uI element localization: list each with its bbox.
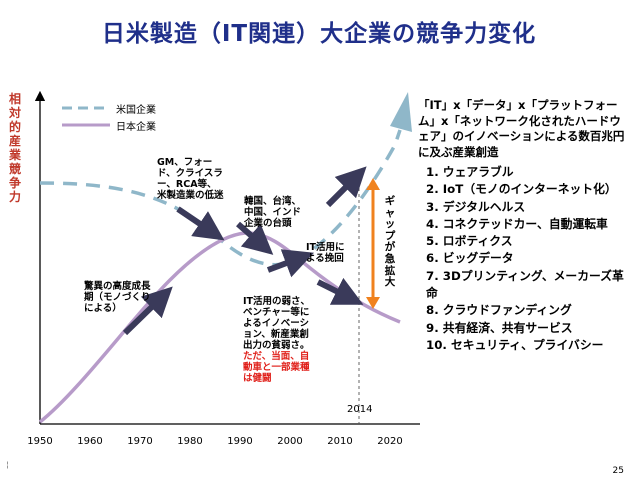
right-panel-heading: 「IT」x「データ」x「プラットフォーム」x「ネットワーク化されたハードウェア」…: [418, 98, 625, 159]
annotation-it-recovery: IT活用による挽回: [306, 242, 345, 264]
list-item: 7. 3Dプリンティング、メーカーズ革命: [426, 268, 624, 301]
industry-list: 1. ウェアラブル 2. IoT（モノのインターネット化） 3. デジタルヘルス…: [418, 164, 632, 354]
list-item: 9. 共有経済、共有サービス: [426, 320, 573, 335]
list-item: 4. コネクテッドカー、自動運転車: [426, 216, 608, 231]
x-tick-2020: 2020: [377, 436, 403, 447]
us-curve-arrowhead: [390, 92, 412, 132]
list-item: 10. セキュリティ、プライバシー: [426, 337, 604, 352]
arrow-jp-decline: [316, 277, 364, 305]
arrow-us-recover-1: [266, 249, 315, 278]
y-axis-label: 相対的産業競争力: [8, 92, 21, 204]
us-curve: [39, 129, 402, 267]
legend-us-label: 米国企業: [116, 105, 156, 116]
annotation-jp-weakness-red: ただ、当面、自動車と一部業種は健闘: [243, 351, 310, 384]
x-tick-1980: 1980: [177, 436, 203, 447]
list-item: 3. デジタルヘルス: [426, 199, 526, 214]
gap-label: ギャップが急拡大: [384, 195, 396, 289]
arrow-asia: [236, 221, 274, 255]
x-tick-1960: 1960: [77, 436, 103, 447]
legend-jp-label: 日本企業: [116, 122, 156, 133]
x-tick-1970: 1970: [127, 436, 153, 447]
annotation-growth: 驚異の高度成長期（モノづくりによる）: [84, 281, 151, 314]
x-tick-2000: 2000: [277, 436, 303, 447]
x-tick-1950: 1950: [27, 436, 53, 447]
annotation-jp-weakness: IT活用の弱さ、ベンチャー等によるイノベーション、新産業創出力の貧弱さ。ただ、当…: [243, 296, 315, 384]
list-item: 8. クラウドファンディング: [426, 303, 572, 318]
arrow-us-decline: [176, 206, 225, 241]
right-panel: 「IT」x「データ」x「プラットフォーム」x「ネットワーク化されたハードウェア」…: [418, 98, 632, 354]
arrow-growth: [122, 286, 173, 336]
arrow-us-recover-2: [325, 166, 367, 208]
year-2014-label: 2014: [347, 404, 373, 415]
annotation-us-decline: GM、フォード、クライスラー、RCA等、米製造業の低迷: [157, 157, 224, 201]
list-item: 5. ロボティクス: [426, 234, 513, 249]
annotation-jp-weakness-black: IT活用の弱さ、ベンチャー等によるイノベーション、新産業創出力の貧弱さ。: [243, 296, 311, 351]
slide-title: 日米製造（IT関連）大企業の競争力変化: [101, 21, 537, 47]
annotation-asia-rise: 韓国、台湾、中国、インド企業の台頭: [244, 196, 302, 229]
list-item: 6. ビッグデータ: [426, 251, 514, 266]
corner-mark: ¦: [6, 460, 9, 469]
page-number: 25: [612, 466, 624, 476]
list-item: 1. ウェアラブル: [426, 165, 514, 179]
x-tick-1990: 1990: [227, 436, 253, 447]
x-tick-2010: 2010: [327, 436, 353, 447]
list-item: 2. IoT（モノのインターネット化）: [426, 182, 617, 197]
